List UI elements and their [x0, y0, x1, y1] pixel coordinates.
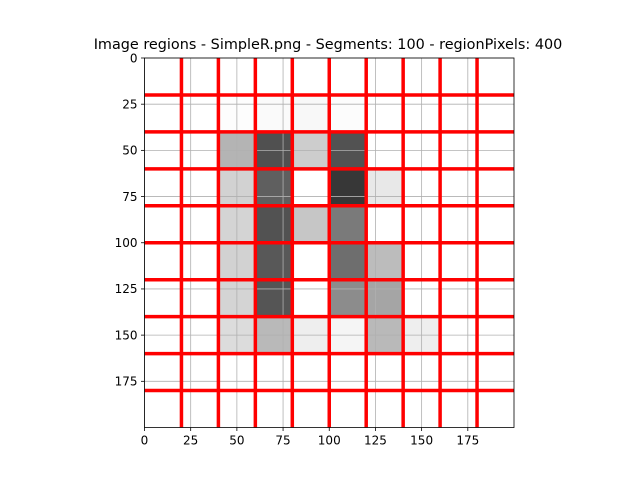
image-cell-r6-c8 — [440, 279, 478, 317]
chart-title: Image regions - SimpleR.png - Segments: … — [94, 37, 563, 53]
image-cell-r4-c0 — [144, 205, 182, 244]
image-cell-r6-c6 — [366, 279, 404, 317]
x-tick-label-150: 150 — [410, 434, 433, 448]
image-cell-r3-c5 — [329, 168, 367, 207]
image-cell-r5-c4 — [292, 242, 330, 280]
image-cell-r0-c6 — [366, 58, 404, 96]
y-tick-label-50: 50 — [122, 144, 137, 158]
image-cell-r8-c3 — [255, 353, 293, 391]
image-cell-r3-c8 — [440, 168, 478, 207]
image-cell-r1-c1 — [181, 94, 219, 133]
y-axis-ticks: 0 25 50 75 100 125 150 175 — [115, 51, 145, 389]
image-cell-r1-c8 — [440, 94, 478, 133]
x-tick-label-175: 175 — [456, 434, 479, 448]
image-cell-r6-c1 — [181, 279, 219, 317]
image-cell-r3-c0 — [144, 168, 182, 207]
image-cell-r3-c3 — [255, 168, 293, 207]
image-cell-r9-c1 — [181, 390, 219, 428]
y-tick-label-100: 100 — [115, 236, 138, 250]
image-cell-r8-c9 — [477, 353, 515, 391]
image-cell-r8-c8 — [440, 353, 478, 391]
y-tick-label-175: 175 — [115, 375, 138, 389]
image-cell-r6-c5 — [329, 279, 367, 317]
image-cell-r1-c6 — [366, 94, 404, 133]
y-tick-label-0: 0 — [130, 51, 138, 65]
x-tick-label-50: 50 — [229, 434, 244, 448]
image-cell-r9-c3 — [255, 390, 293, 428]
x-tick-label-75: 75 — [275, 434, 290, 448]
image-cell-r8-c0 — [144, 353, 182, 391]
image-cell-r5-c6 — [366, 242, 404, 280]
image-cell-r9-c8 — [440, 390, 478, 428]
image-cell-r1-c0 — [144, 94, 182, 133]
image-cell-r8-c5 — [329, 353, 367, 391]
image-cell-r5-c5 — [329, 242, 367, 280]
image-cell-r0-c0 — [144, 58, 182, 96]
x-axis-ticks: 0 25 50 75 100 125 150 175 — [141, 427, 479, 448]
image-cell-r4-c1 — [181, 205, 219, 244]
image-cell-r3-c9 — [477, 168, 515, 207]
image-cell-r3-c1 — [181, 168, 219, 207]
image-cell-r3-c4 — [292, 168, 330, 207]
x-tick-label-25: 25 — [183, 434, 198, 448]
image-cell-r6-c4 — [292, 279, 330, 317]
image-cell-r4-c8 — [440, 205, 478, 244]
image-cell-r4-c5 — [329, 205, 367, 244]
image-cell-r9-c4 — [292, 390, 330, 428]
image-cell-r1-c4 — [292, 94, 330, 133]
image-cell-r1-c3 — [255, 94, 293, 133]
image-cell-r0-c5 — [329, 58, 367, 96]
image-cell-r5-c8 — [440, 242, 478, 280]
image-cell-r8-c4 — [292, 353, 330, 391]
image-cell-r0-c1 — [181, 58, 219, 96]
image-cell-r4-c3 — [255, 205, 293, 244]
x-tick-label-125: 125 — [364, 434, 387, 448]
image-cell-r0-c4 — [292, 58, 330, 96]
image-cell-r4-c4 — [292, 205, 330, 244]
y-tick-label-125: 125 — [115, 282, 138, 296]
image-cell-r1-c9 — [477, 94, 515, 133]
image-cell-r8-c6 — [366, 353, 404, 391]
x-tick-label-0: 0 — [141, 434, 149, 448]
image-cell-r6-c3 — [255, 279, 293, 317]
image-cell-r5-c9 — [477, 242, 515, 280]
image-cell-r4-c9 — [477, 205, 515, 244]
image-cell-r9-c5 — [329, 390, 367, 428]
y-tick-label-150: 150 — [115, 328, 138, 342]
image-cell-r9-c6 — [366, 390, 404, 428]
y-tick-label-75: 75 — [122, 190, 137, 204]
x-tick-label-100: 100 — [318, 434, 341, 448]
image-cell-r0-c3 — [255, 58, 293, 96]
image-cell-r0-c8 — [440, 58, 478, 96]
region-boundaries — [144, 58, 514, 428]
image-cell-r8-c1 — [181, 353, 219, 391]
image-cell-r9-c9 — [477, 390, 515, 428]
image-cell-r5-c0 — [144, 242, 182, 280]
image-cell-r5-c1 — [181, 242, 219, 280]
image-cell-r5-c3 — [255, 242, 293, 280]
image-cell-r1-c5 — [329, 94, 367, 133]
image-cell-r6-c0 — [144, 279, 182, 317]
image-cell-r6-c9 — [477, 279, 515, 317]
image-cell-r4-c6 — [366, 205, 404, 244]
y-tick-label-25: 25 — [122, 97, 137, 111]
image-cell-r3-c6 — [366, 168, 404, 207]
image-cell-r9-c0 — [144, 390, 182, 428]
image-cell-r0-c9 — [477, 58, 515, 96]
